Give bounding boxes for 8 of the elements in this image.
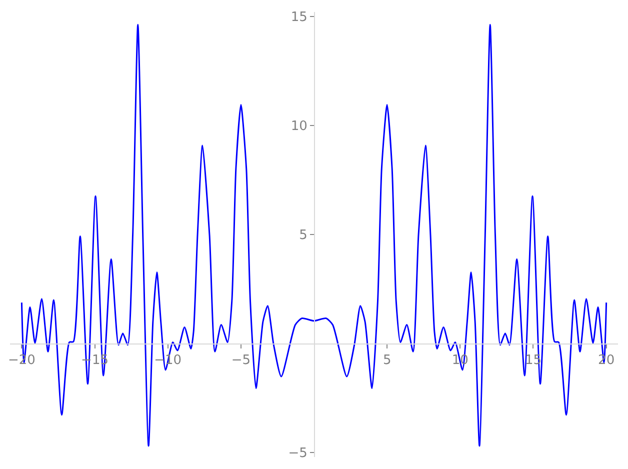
y-tick-label: 5: [299, 228, 308, 244]
y-tick-label: −5: [288, 446, 308, 462]
y-tick-label: 10: [290, 118, 308, 134]
y-tick-label: 15: [290, 10, 308, 25]
x-tick-label: −5: [231, 353, 251, 368]
x-tick-label: 20: [598, 353, 615, 368]
x-tick-label: 5: [382, 353, 392, 368]
x-tick-label: −20: [8, 353, 36, 368]
